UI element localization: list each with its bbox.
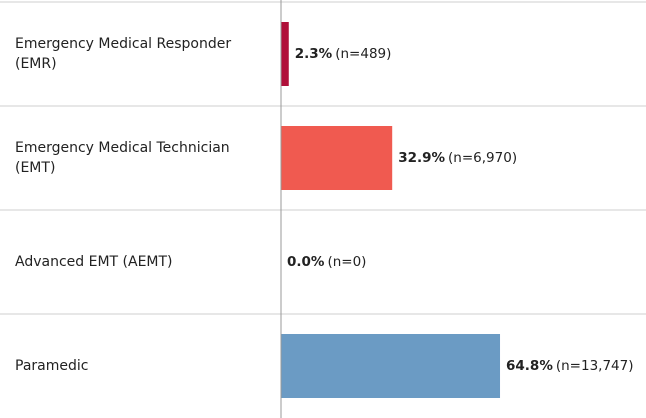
count-label: (n=13,747) bbox=[555, 358, 634, 374]
category-label: Advanced EMT (AEMT) bbox=[15, 254, 173, 270]
category-label: Emergency Medical Technician (EMT) bbox=[15, 140, 230, 176]
value-label: 2.3% (n=489) bbox=[295, 2, 392, 106]
percent-label: 32.9% bbox=[398, 150, 446, 166]
count-label: (n=0) bbox=[327, 254, 367, 270]
bar bbox=[281, 126, 393, 190]
bar bbox=[281, 334, 501, 398]
category-label: Paramedic bbox=[15, 358, 89, 374]
value-label: 0.0% (n=0) bbox=[287, 210, 366, 314]
percent-label: 64.8% bbox=[506, 358, 553, 374]
bar bbox=[281, 22, 289, 86]
percent-label: 0.0% bbox=[287, 254, 325, 270]
count-label: (n=489) bbox=[335, 46, 392, 62]
percent-label: 2.3% bbox=[294, 46, 333, 62]
value-label: 64.8% (n=13,747) bbox=[506, 314, 633, 418]
count-label: (n=6,970) bbox=[448, 150, 518, 166]
category-label: Emergency Medical Responder (EMR) bbox=[15, 36, 232, 72]
value-label: 32.9% (n=6,970) bbox=[398, 106, 517, 210]
